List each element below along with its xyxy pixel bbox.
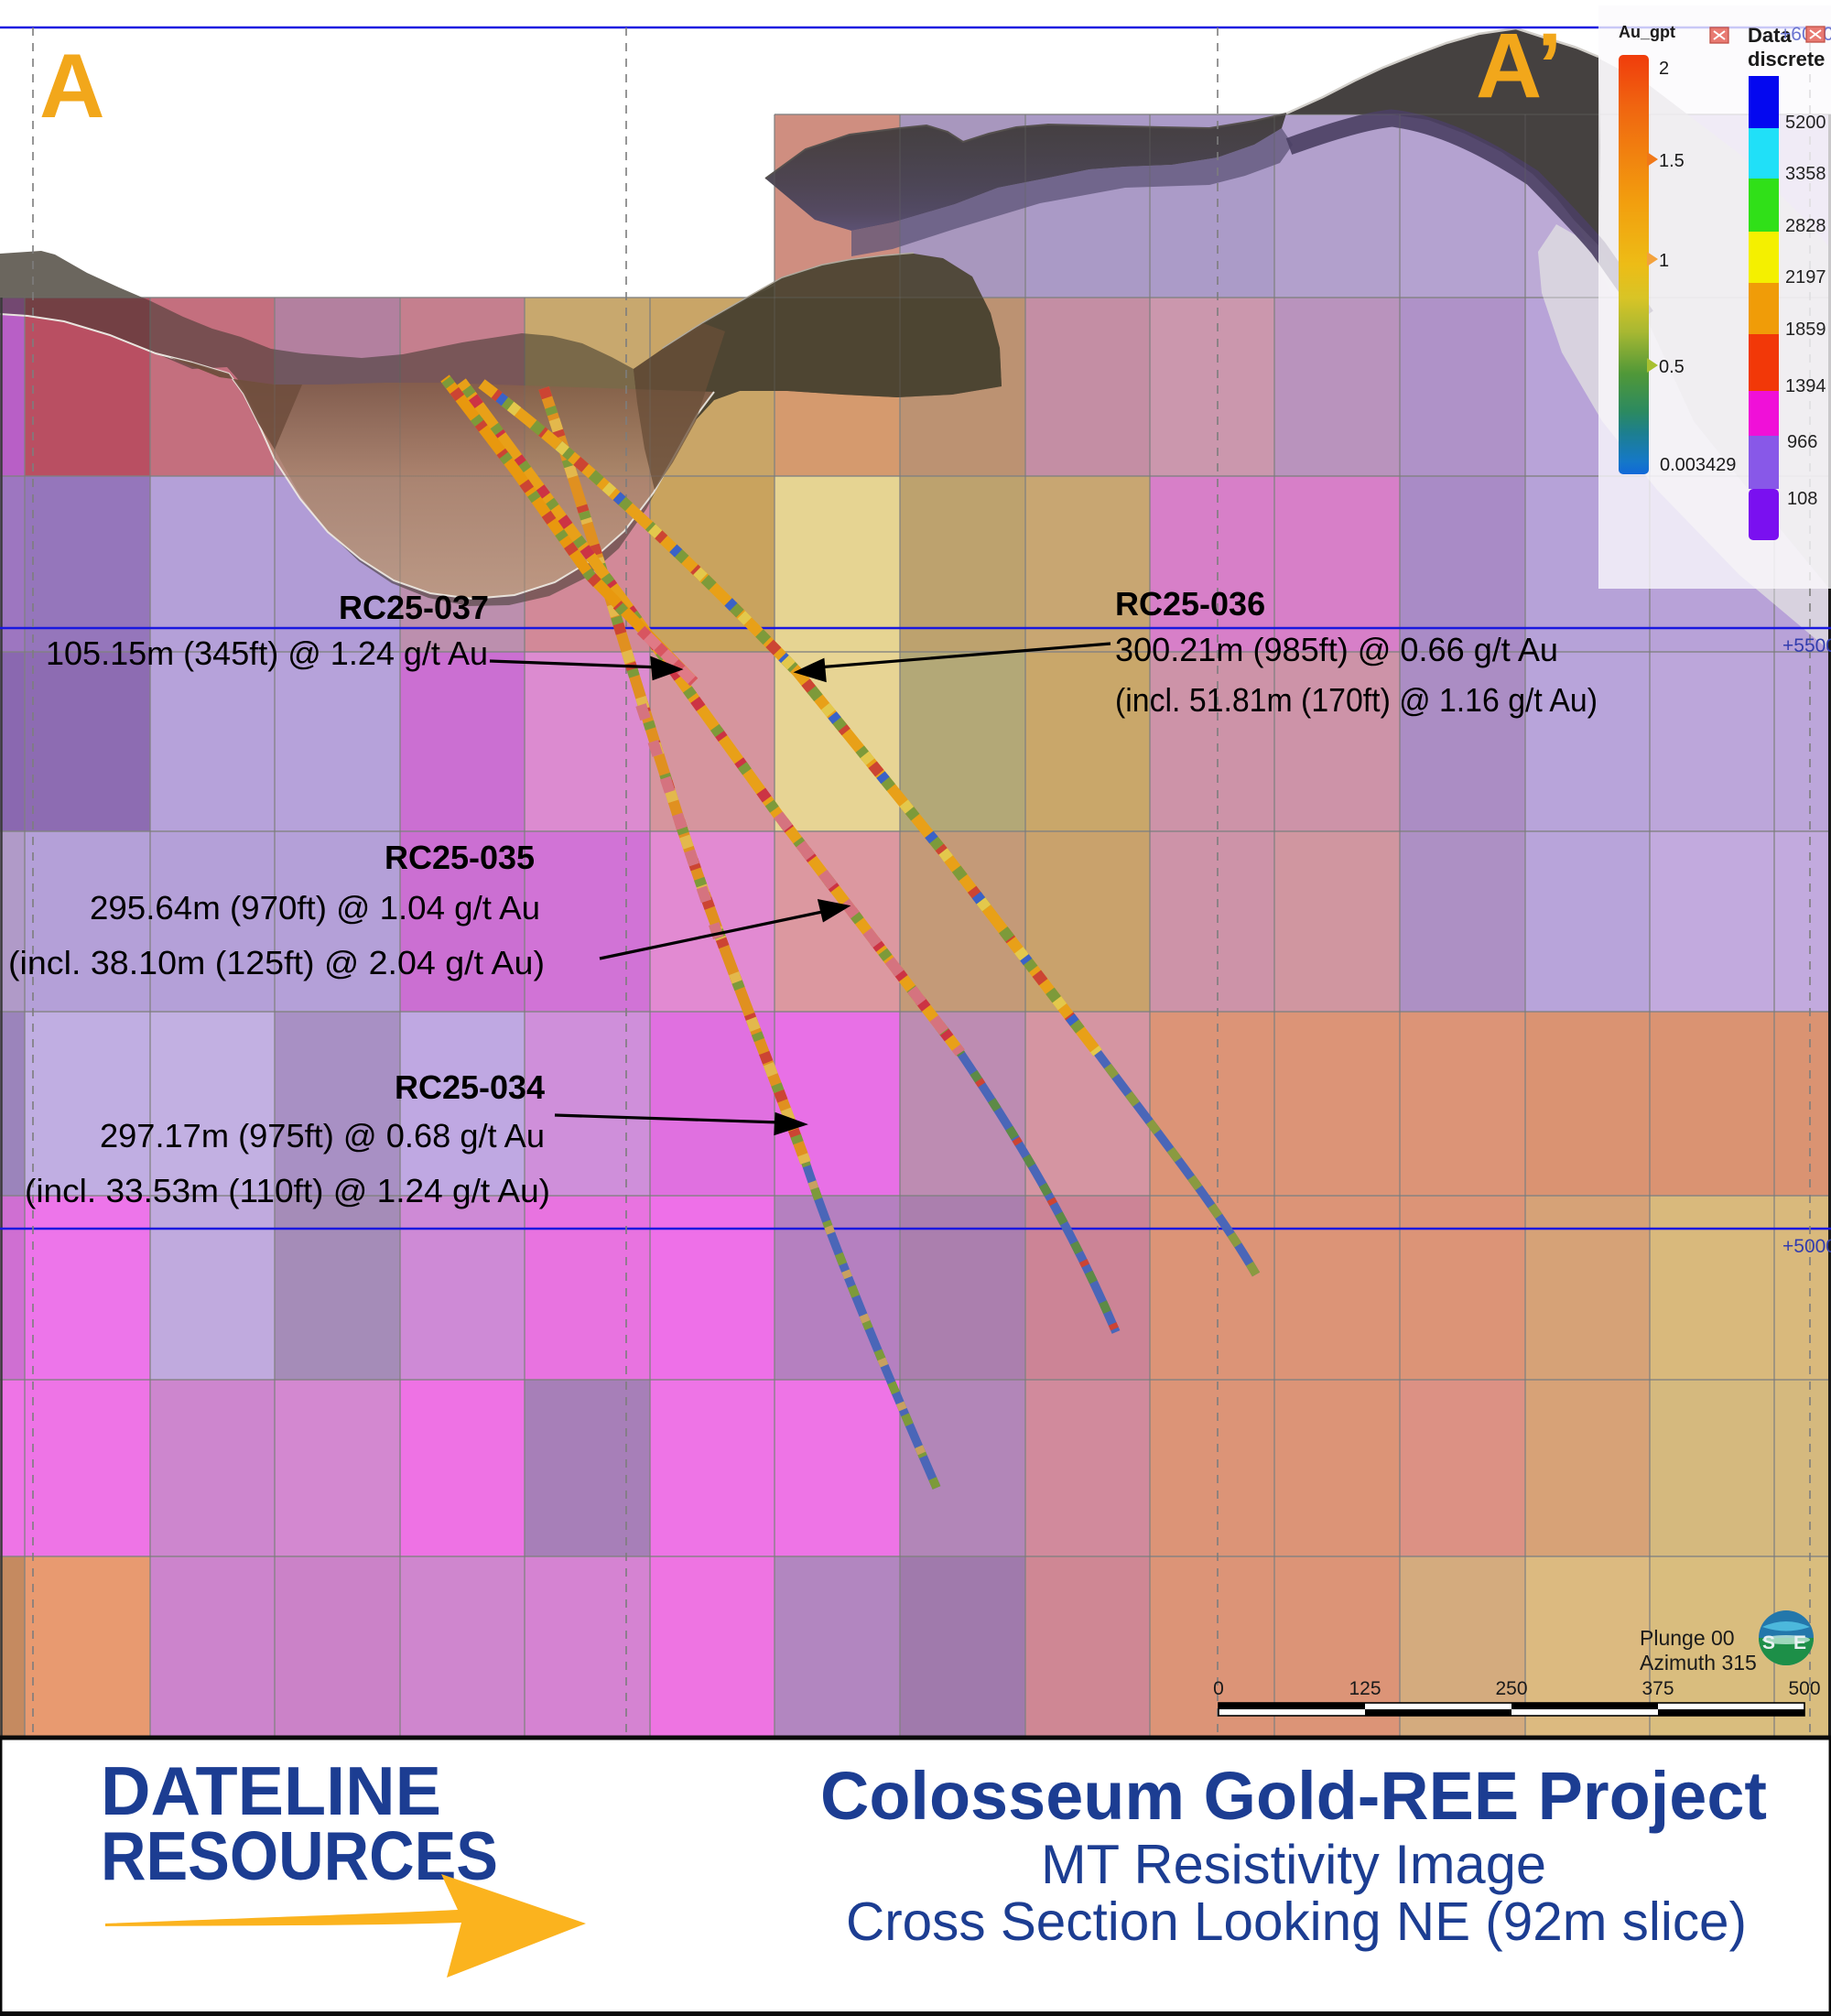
svg-text:RC25-037: RC25-037 <box>339 589 489 626</box>
svg-text:105.15m (345ft) @ 1.24 g/t Au: 105.15m (345ft) @ 1.24 g/t Au <box>46 634 488 672</box>
svg-text:108: 108 <box>1787 489 1817 509</box>
svg-text:(incl. 51.81m (170ft) @ 1.16 g: (incl. 51.81m (170ft) @ 1.16 g/t Au) <box>1115 681 1598 719</box>
svg-text:RC25-034: RC25-034 <box>395 1068 545 1106</box>
svg-text:RC25-036: RC25-036 <box>1115 585 1265 623</box>
svg-text:(incl. 33.53m (110ft) @ 1.24 g: (incl. 33.53m (110ft) @ 1.24 g/t Au) <box>25 1172 550 1209</box>
svg-text:+5000: +5000 <box>1782 1236 1831 1257</box>
svg-text:Plunge 00: Plunge 00 <box>1640 1626 1735 1650</box>
svg-text:0.5: 0.5 <box>1659 357 1685 377</box>
svg-text:DATELINE: DATELINE <box>101 1752 441 1829</box>
svg-text:297.17m (975ft) @ 0.68 g/t Au: 297.17m (975ft) @ 0.68 g/t Au <box>100 1117 545 1154</box>
svg-text:Cross Section Looking NE (92m: Cross Section Looking NE (92m slice) <box>846 1891 1747 1952</box>
svg-text:3358: 3358 <box>1785 164 1826 184</box>
svg-text:S: S <box>1762 1632 1775 1653</box>
svg-text:375: 375 <box>1641 1678 1674 1699</box>
svg-text:2828: 2828 <box>1785 216 1826 236</box>
svg-text:Azimuth 315: Azimuth 315 <box>1640 1651 1757 1675</box>
svg-text:500: 500 <box>1788 1678 1820 1699</box>
svg-text:2197: 2197 <box>1785 267 1826 287</box>
svg-text:295.64m (970ft) @ 1.04 g/t Au: 295.64m (970ft) @ 1.04 g/t Au <box>90 889 540 927</box>
svg-text:0: 0 <box>1213 1678 1224 1699</box>
svg-text:2: 2 <box>1659 59 1669 79</box>
svg-text:300.21m (985ft) @ 0.66 g/t Au: 300.21m (985ft) @ 0.66 g/t Au <box>1115 631 1558 668</box>
svg-text:Colosseum Gold-REE Project: Colosseum Gold-REE Project <box>820 1758 1767 1834</box>
svg-text:A’: A’ <box>1476 15 1562 117</box>
svg-text:discrete: discrete <box>1748 48 1825 70</box>
svg-text:1: 1 <box>1659 251 1669 271</box>
svg-text:RESOURCES: RESOURCES <box>101 1817 498 1894</box>
svg-text:Au_gpt: Au_gpt <box>1619 23 1675 41</box>
svg-text:966: 966 <box>1787 432 1817 452</box>
svg-text:1.5: 1.5 <box>1659 151 1685 171</box>
svg-text:1394: 1394 <box>1785 376 1826 396</box>
svg-text:MT Resistivity Image: MT Resistivity Image <box>1041 1834 1546 1895</box>
svg-text:E: E <box>1793 1632 1806 1653</box>
svg-text:Data: Data <box>1748 24 1792 47</box>
svg-text:A: A <box>39 35 105 136</box>
svg-text:5200: 5200 <box>1785 113 1826 133</box>
svg-text:250: 250 <box>1495 1678 1527 1699</box>
svg-text:1859: 1859 <box>1785 320 1826 340</box>
svg-text:RC25-035: RC25-035 <box>385 839 535 876</box>
svg-text:0.003429: 0.003429 <box>1660 455 1736 475</box>
svg-text:125: 125 <box>1349 1678 1381 1699</box>
svg-text:(incl. 38.10m (125ft) @ 2.04 g: (incl. 38.10m (125ft) @ 2.04 g/t Au) <box>8 944 545 981</box>
